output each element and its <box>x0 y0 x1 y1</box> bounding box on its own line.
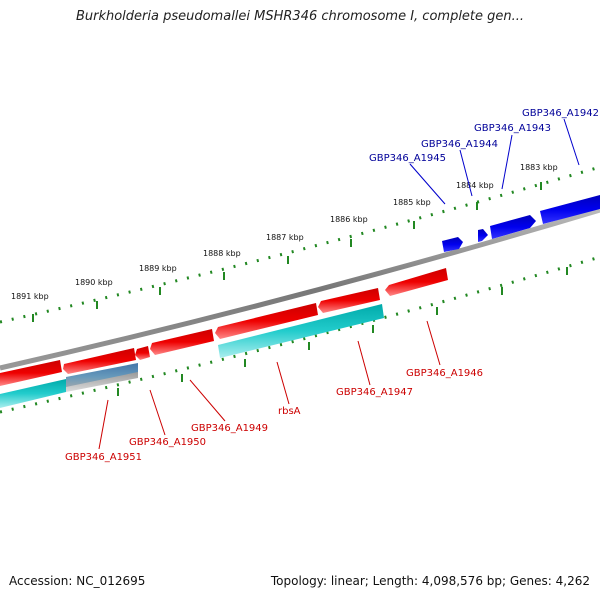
gene-arrow-reverse[interactable] <box>215 303 318 339</box>
kbp-label: 1886 kbp <box>330 215 368 224</box>
kbp-label: 1890 kbp <box>75 278 113 287</box>
gene-arrow-forward[interactable] <box>540 195 600 224</box>
cds-segment[interactable] <box>0 379 66 408</box>
topology-text: Topology: linear; Length: 4,098,576 bp; … <box>270 574 590 588</box>
gene-label[interactable]: GBP346_A1947 <box>336 387 413 398</box>
forward-gene-track <box>442 195 600 252</box>
gene-label[interactable]: GBP346_A1942 <box>522 108 599 119</box>
gene-label[interactable]: GBP346_A1951 <box>65 452 142 463</box>
gene-arrow-reverse[interactable] <box>150 329 214 355</box>
gene-label[interactable]: GBP346_A1944 <box>421 139 498 150</box>
gene-arrow-reverse[interactable] <box>135 346 150 360</box>
map-title: Burkholderia pseudomallei MSHR346 chromo… <box>75 9 525 24</box>
kbp-label: 1885 kbp <box>393 198 431 207</box>
gene-label[interactable]: rbsA <box>278 406 301 417</box>
cds-track <box>0 304 384 408</box>
gene-arrow-forward[interactable] <box>490 215 536 239</box>
reverse-gene-track <box>0 268 448 386</box>
lower-major-ticks <box>117 267 568 396</box>
reverse-callouts <box>98 320 441 450</box>
upper-major-ticks <box>32 182 542 322</box>
kbp-label: 1884 kbp <box>456 181 494 190</box>
kbp-label: 1887 kbp <box>266 233 304 242</box>
reverse-labels: GBP346_A1951 GBP346_A1950 GBP346_A1949 r… <box>65 368 483 463</box>
gene-arrow-reverse[interactable] <box>318 288 380 313</box>
gene-arrow-reverse[interactable] <box>385 268 448 296</box>
gene-arrow-forward[interactable] <box>442 237 463 252</box>
forward-labels: GBP346_A1945 GBP346_A1944 GBP346_A1943 G… <box>369 108 599 164</box>
gene-label[interactable]: GBP346_A1949 <box>191 423 268 434</box>
upper-scale-track <box>0 165 600 324</box>
gene-arrow-reverse[interactable] <box>0 360 62 386</box>
gene-label[interactable]: GBP346_A1946 <box>406 368 483 379</box>
scale-labels: 1891 kbp 1890 kbp 1889 kbp 1888 kbp 1887… <box>11 163 558 301</box>
cds-segment[interactable] <box>66 372 138 392</box>
gene-arrow-reverse[interactable] <box>63 348 136 374</box>
chromosome-backbone <box>0 207 600 371</box>
gene-arrow-forward[interactable] <box>478 229 488 242</box>
gene-label[interactable]: GBP346_A1950 <box>129 437 206 448</box>
gene-label[interactable]: GBP346_A1945 <box>369 153 446 164</box>
kbp-label: 1891 kbp <box>11 292 49 301</box>
kbp-label: 1889 kbp <box>139 264 177 273</box>
forward-callouts <box>409 118 580 205</box>
kbp-label: 1883 kbp <box>520 163 558 172</box>
accession-text: Accession: NC_012695 <box>9 574 146 588</box>
gene-label[interactable]: GBP346_A1943 <box>474 123 551 134</box>
kbp-label: 1888 kbp <box>203 249 241 258</box>
cds-segment[interactable] <box>218 304 384 358</box>
